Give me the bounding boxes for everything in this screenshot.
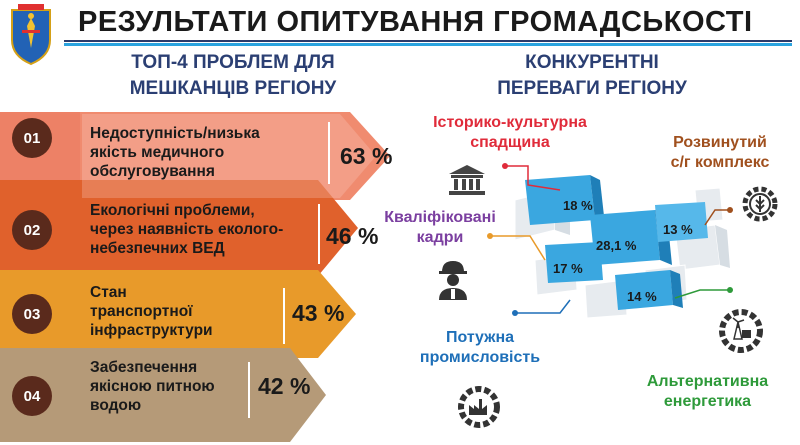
- energy-gear-icon: [719, 309, 763, 353]
- problems-heading: ТОП-4 ПРОБЛЕМ ДЛЯ МЕШКАНЦІВ РЕГІОНУ: [129, 52, 337, 99]
- agro-label: Розвинутий с/г комплекс: [670, 134, 770, 171]
- problem-number: 04: [12, 376, 52, 416]
- problem-percent: 46 %: [326, 223, 379, 249]
- problem-percent: 42 %: [258, 373, 311, 399]
- industry-label: Потужна промисловість: [419, 329, 541, 366]
- page-title: РЕЗУЛЬТАТИ ОПИТУВАННЯ ГРОМАДСЬКОСТІ: [78, 6, 753, 38]
- central-percent: 28,1 %: [596, 238, 637, 253]
- title-divider: [64, 40, 792, 42]
- agro-percent: 13 %: [663, 222, 693, 237]
- problem-percent: 43 %: [292, 300, 345, 326]
- worker-icon: [439, 261, 467, 300]
- factory-gear-icon: [458, 386, 500, 428]
- cube-cluster: [514, 175, 730, 319]
- percent-divider: [283, 288, 285, 344]
- heritage-percent: 18 %: [563, 198, 593, 213]
- personnel-percent: 17 %: [553, 261, 583, 276]
- percent-divider: [318, 204, 320, 264]
- problem-number: 02: [12, 210, 52, 250]
- personnel-label: Кваліфіковані кадри: [384, 209, 496, 246]
- problem-number: 03: [12, 294, 52, 334]
- agro-gear-icon: [742, 186, 778, 222]
- problem-number: 01: [12, 118, 52, 158]
- heritage-label: Історико-культурна спадщина: [433, 114, 587, 151]
- problem-text: Стан транспортної інфраструктури: [90, 284, 213, 339]
- problem-text: Забезпечення якісною питною водою: [90, 359, 215, 414]
- problem-text: Недоступність/низька якість медичного об…: [90, 125, 260, 180]
- industry-percent: 14 %: [627, 289, 657, 304]
- percent-divider: [328, 122, 330, 184]
- problem-percent: 63 %: [340, 143, 393, 169]
- percent-divider: [248, 362, 250, 418]
- crest-icon: [11, 4, 51, 66]
- problems-ribbon: [0, 112, 390, 442]
- museum-icon: [449, 165, 485, 195]
- advantages-heading: КОНКУРЕНТНІ ПЕРЕВАГИ РЕГІОНУ: [497, 52, 687, 99]
- energy-label: Альтернативна енергетика: [646, 373, 769, 410]
- problem-text: Екологічні проблеми, через наявність еко…: [90, 202, 284, 257]
- title-underline: [64, 43, 792, 46]
